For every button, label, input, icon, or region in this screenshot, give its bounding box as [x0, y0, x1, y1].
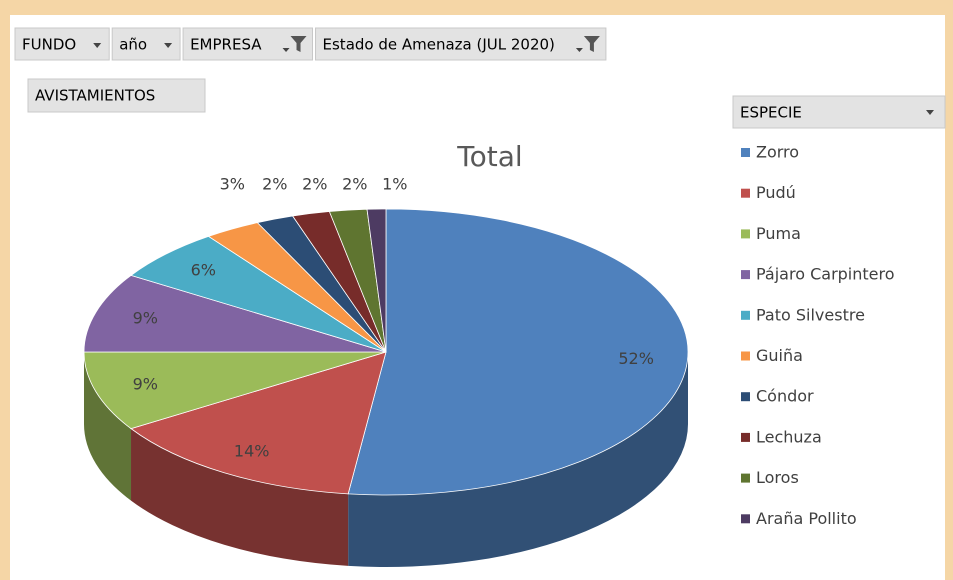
values-field-label: AVISTAMIENTOS — [35, 87, 155, 105]
filter-icon — [290, 36, 307, 52]
data-label: 2% — [302, 175, 327, 194]
legend-label: Puma — [756, 224, 801, 243]
filter-button[interactable] — [14, 27, 110, 61]
legend-label: Pudú — [756, 183, 796, 202]
legend-label: Pájaro Carpintero — [756, 265, 895, 284]
filter-label: Estado de Amenaza (JUL 2020) — [323, 36, 555, 54]
pie-slice — [83, 274, 387, 353]
data-label: 9% — [133, 375, 158, 394]
pie-slice — [83, 351, 387, 430]
legend-swatch — [741, 188, 750, 198]
legend-swatch — [741, 473, 750, 483]
legend-title: ESPECIE — [740, 104, 802, 122]
data-label: 1% — [382, 175, 407, 194]
filter-button[interactable] — [182, 27, 314, 61]
filter-icon — [583, 36, 600, 52]
dropdown-arrow — [93, 43, 102, 48]
filter-button[interactable] — [315, 27, 607, 61]
data-label: 14% — [234, 442, 270, 461]
legend-label: Zorro — [756, 143, 799, 162]
data-label: 2% — [342, 175, 367, 194]
pie-slice — [130, 351, 387, 495]
legend-label: Guiña — [756, 346, 803, 365]
dropdown-arrow — [282, 48, 290, 52]
legend-label: Cóndor — [756, 387, 814, 406]
pie-slice — [347, 208, 689, 496]
legend-label: Lechuza — [756, 427, 822, 446]
values-field-button[interactable] — [27, 78, 206, 113]
filter-label: FUNDO — [22, 36, 76, 54]
legend-label: Pato Silvestre — [756, 305, 865, 324]
data-label: 52% — [618, 349, 654, 368]
pie-slice — [366, 208, 387, 353]
filter-label: EMPRESA — [190, 36, 262, 54]
legend-swatch — [741, 310, 750, 320]
legend-swatch — [741, 148, 750, 157]
chart-title: Total — [456, 140, 522, 173]
legend-swatch — [741, 229, 750, 239]
legend-swatch — [741, 514, 750, 524]
pie-side — [131, 428, 349, 566]
legend-swatch — [741, 270, 750, 280]
pie-side — [84, 352, 132, 501]
dropdown-arrow — [164, 43, 173, 48]
legend-field-button[interactable] — [732, 95, 946, 129]
pie-side — [348, 352, 688, 567]
dropdown-arrow — [575, 48, 583, 52]
legend-swatch — [741, 392, 750, 402]
legend-swatch — [741, 351, 750, 361]
data-label: 9% — [133, 308, 158, 327]
data-label: 6% — [191, 260, 216, 279]
dropdown-arrow — [926, 110, 934, 115]
data-label: 3% — [220, 175, 245, 194]
data-label: 2% — [262, 175, 287, 194]
legend-label: Araña Pollito — [756, 509, 857, 528]
legend-swatch — [741, 432, 750, 442]
legend-label: Loros — [756, 468, 799, 487]
filter-label: año — [119, 36, 147, 54]
